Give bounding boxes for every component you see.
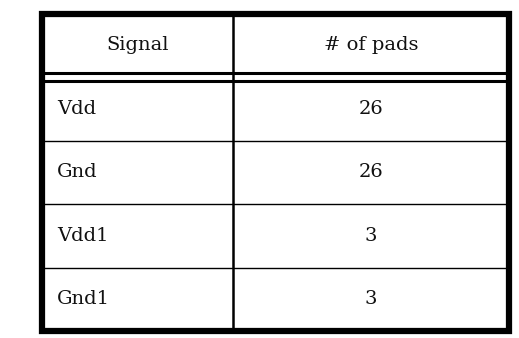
Text: 26: 26 — [359, 163, 383, 182]
Text: # of pads: # of pads — [323, 36, 418, 54]
Text: Gnd1: Gnd1 — [57, 290, 110, 309]
Text: Signal: Signal — [106, 36, 169, 54]
Text: 3: 3 — [364, 290, 377, 309]
Text: 3: 3 — [364, 227, 377, 245]
Text: Vdd: Vdd — [57, 100, 96, 118]
Text: Gnd: Gnd — [57, 163, 98, 182]
Text: Vdd1: Vdd1 — [57, 227, 108, 245]
Text: 26: 26 — [359, 100, 383, 118]
